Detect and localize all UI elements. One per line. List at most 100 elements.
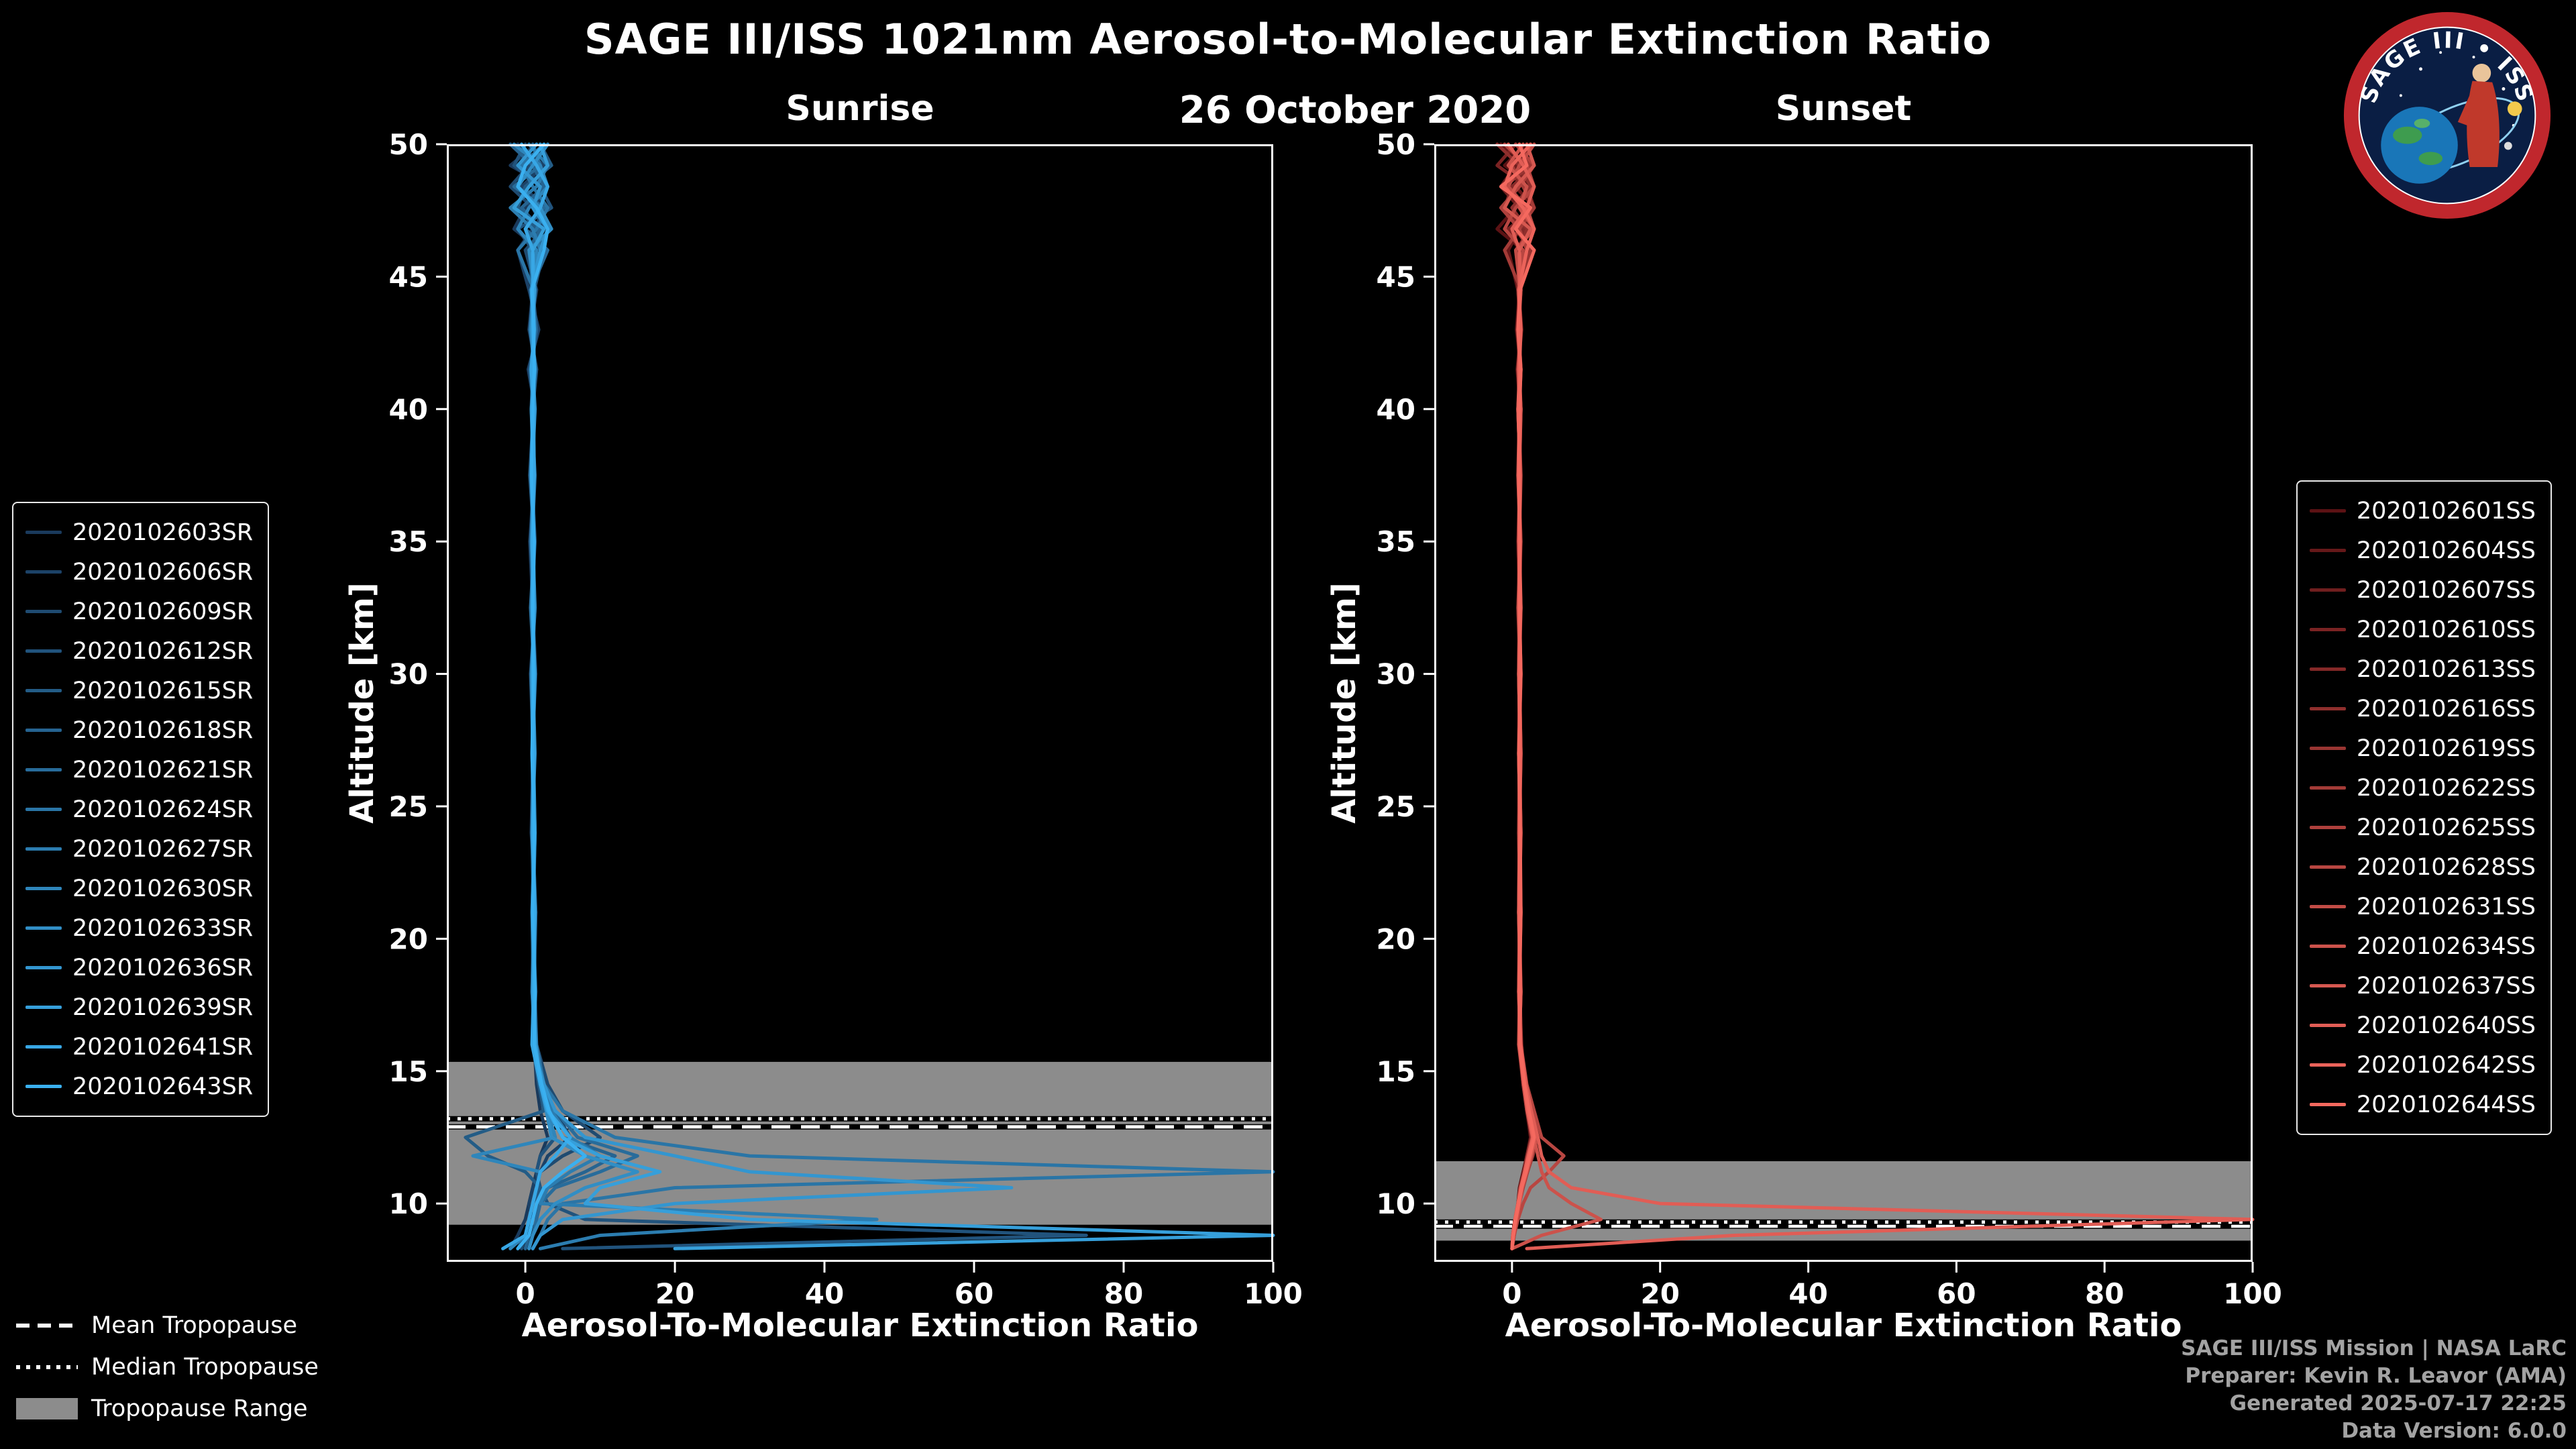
legend-line-sample <box>25 610 62 613</box>
tropopause-range-label: Tropopause Range <box>91 1395 308 1422</box>
legend-line-sample <box>2309 826 2346 829</box>
legend-line-sample <box>2309 1024 2346 1027</box>
legend-label: 2020102644SS <box>2356 1091 2536 1118</box>
legend-label: 2020102641SR <box>72 1033 254 1061</box>
legend-label: 2020102628SS <box>2356 853 2536 881</box>
plot-border <box>1434 144 2253 1262</box>
legend-item: 2020102613SS <box>2309 649 2536 689</box>
legend-line-sample <box>25 1085 62 1088</box>
sunrise-panel-title: Sunrise <box>786 89 934 129</box>
legend-line-sample <box>2309 667 2346 671</box>
legend-label: 2020102616SS <box>2356 695 2536 722</box>
legend-item: 2020102641SR <box>25 1027 253 1067</box>
figure-date: 26 October 2020 <box>1179 89 1532 132</box>
sunset-plot: 0 20 40 60 80 100 10 15 20 25 30 35 40 45 50 <box>1377 128 2282 1310</box>
legend-item: 2020102618SR <box>25 710 253 750</box>
footer-credits: SAGE III/ISS Mission | NASA LaRC Prepare… <box>2181 1335 2567 1445</box>
tropopause-range-sample <box>16 1398 78 1419</box>
legend-item: 2020102619SS <box>2309 729 2536 768</box>
y-tick-label: 15 <box>389 1055 428 1088</box>
legend-label: 2020102627SR <box>72 835 254 863</box>
legend-label: 2020102634SS <box>2356 932 2536 960</box>
legend-line-sample <box>2309 628 2346 631</box>
legend-item: 2020102643SR <box>25 1067 253 1106</box>
legend-item: 2020102621SR <box>25 750 253 790</box>
legend-line-sample <box>25 926 62 930</box>
legend-line-sample <box>25 847 62 851</box>
legend-label: 2020102619SS <box>2356 735 2536 762</box>
legend-line-sample <box>2309 984 2346 987</box>
sunset-y-axis-label: Altitude [km] <box>1326 582 1363 824</box>
y-tick-label: 35 <box>1377 525 1415 558</box>
legend-line-sample <box>2309 509 2346 513</box>
legend-label: 2020102630SR <box>72 875 254 902</box>
x-tick-label: 40 <box>1788 1277 1827 1310</box>
x-tick-label: 100 <box>1244 1277 1303 1310</box>
legend-item: 2020102606SR <box>25 552 253 592</box>
legend-label: 2020102607SS <box>2356 576 2536 604</box>
y-tick-label: 20 <box>389 922 428 955</box>
legend-item: 2020102616SS <box>2309 689 2536 729</box>
y-tick-label: 40 <box>1377 393 1415 426</box>
sunrise-legend: 2020102603SR 2020102606SR 2020102609SR 2020… <box>12 502 270 1117</box>
legend-label: 2020102636SR <box>72 954 254 981</box>
tropopause-legend: Mean Tropopause Median Tropopause Tropop… <box>16 1309 319 1425</box>
x-tick-label: 80 <box>1104 1277 1143 1310</box>
series-line-2020102628SS <box>1503 142 1566 1250</box>
legend-item: 2020102642SS <box>2309 1045 2536 1085</box>
legend-line-sample <box>2309 905 2346 908</box>
sunrise-x-axis-label: Aerosol-To-Molecular Extinction Ratio <box>521 1307 1199 1344</box>
legend-line-sample <box>25 649 62 653</box>
logo-sun <box>2507 101 2522 116</box>
series-line-2020102616SS <box>1495 142 1536 1250</box>
legend-label: 2020102618SR <box>72 716 254 744</box>
legend-line-sample <box>25 887 62 890</box>
footer-line-preparer: Preparer: Kevin R. Leavor (AMA) <box>2185 1364 2567 1389</box>
legend-label: 2020102612SR <box>72 637 254 665</box>
legend-label: 2020102639SR <box>72 994 254 1021</box>
y-tick-label: 25 <box>1377 790 1415 823</box>
figure-title: SAGE III/ISS 1021nm Aerosol-to-Molecular… <box>584 15 1992 64</box>
y-tick-label: 25 <box>389 790 428 823</box>
series-line-2020102641SR <box>501 142 572 1250</box>
series-line-2020102601SS <box>1495 142 1536 1250</box>
legend-item: 2020102607SS <box>2309 570 2536 610</box>
y-tick-label: 35 <box>389 525 428 558</box>
legend-line-sample <box>2309 1063 2346 1067</box>
logo-figure <box>2457 63 2500 168</box>
x-tick-label: 0 <box>515 1277 535 1310</box>
y-tick-label: 45 <box>1377 260 1415 293</box>
x-tick-label: 80 <box>2085 1277 2124 1310</box>
legend-line-sample <box>25 808 62 811</box>
legend-item: 2020102634SS <box>2309 926 2536 966</box>
dashed-line-sample <box>16 1324 78 1328</box>
legend-label: 2020102633SR <box>72 914 254 942</box>
legend-label: 2020102643SR <box>72 1073 254 1100</box>
legend-item: 2020102630SR <box>25 869 253 908</box>
legend-label: 2020102624SR <box>72 796 254 823</box>
legend-line-sample <box>2309 1103 2346 1106</box>
legend-line-sample <box>2309 865 2346 869</box>
y-tick-label: 15 <box>1377 1055 1415 1088</box>
legend-item: 2020102637SS <box>2309 966 2536 1006</box>
dotted-line-sample <box>16 1365 78 1369</box>
legend-line-sample <box>25 531 62 534</box>
x-tick-label: 0 <box>1502 1277 1521 1310</box>
legend-item: 2020102636SR <box>25 948 253 987</box>
legend-line-sample <box>25 1045 62 1049</box>
y-tick-label: 30 <box>1377 658 1415 691</box>
y-tick-label: 10 <box>1377 1187 1415 1220</box>
legend-item: 2020102625SS <box>2309 808 2536 847</box>
legend-item: 2020102624SR <box>25 790 253 829</box>
sage-iss-logo: SAGE III • ISS <box>2343 11 2551 219</box>
legend-line-sample <box>25 729 62 732</box>
legend-label: 2020102606SR <box>72 558 254 586</box>
median-tropopause-legend-item: Median Tropopause <box>16 1351 319 1383</box>
legend-line-sample <box>2309 549 2346 552</box>
legend-line-sample <box>2309 747 2346 750</box>
sunset-x-axis-label: Aerosol-To-Molecular Extinction Ratio <box>1505 1307 2182 1344</box>
tropopause-range-legend-item: Tropopause Range <box>16 1393 319 1425</box>
legend-item: 2020102627SR <box>25 829 253 869</box>
legend-label: 2020102601SS <box>2356 497 2536 525</box>
